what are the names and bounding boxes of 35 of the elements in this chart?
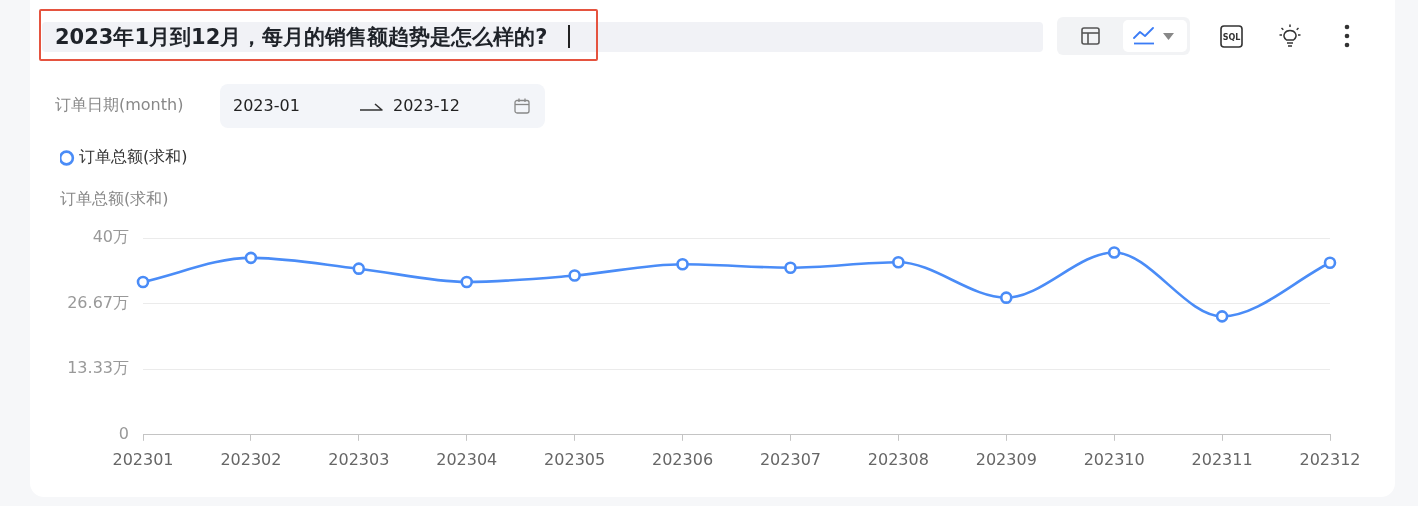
x-tick-label: 202308 xyxy=(867,449,929,469)
x-tick-label: 202311 xyxy=(1191,449,1253,469)
y-tick-label: 13.33万 xyxy=(67,358,129,378)
point xyxy=(460,275,474,289)
x-tick-label: 202304 xyxy=(436,449,498,469)
y-tick-label: 26.67万 xyxy=(67,292,129,312)
point xyxy=(1215,310,1229,323)
y-axis-title: 订单总额(求和) xyxy=(60,188,169,208)
x-tick-label: 202303 xyxy=(328,449,390,469)
point xyxy=(999,291,1013,304)
x-tick-label: 202301 xyxy=(112,449,174,469)
point xyxy=(676,257,689,271)
text: 2023-12 xyxy=(393,95,460,117)
legend-label: 订单总额(求和) xyxy=(79,147,188,167)
x-tick-label: 202309 xyxy=(975,449,1037,469)
chart-title: 2023年1月到12月，每月的销售额趋势是怎么样的? xyxy=(55,24,548,51)
x-tick-label: 202306 xyxy=(652,449,714,469)
x-tick-label: 202305 xyxy=(544,449,606,469)
text: 2023-01 xyxy=(233,95,300,117)
point xyxy=(244,251,258,265)
sql-icon: SQL xyxy=(1220,25,1243,48)
x-tick-label: 202310 xyxy=(1083,449,1145,469)
point xyxy=(892,255,905,269)
point xyxy=(136,275,150,289)
x-tick-label: 202307 xyxy=(759,449,821,469)
x-tick-label: 202312 xyxy=(1299,449,1361,469)
point xyxy=(568,269,581,282)
y-tick-label: 40万 xyxy=(92,227,129,247)
point xyxy=(1107,246,1121,259)
point xyxy=(1323,256,1337,270)
y-tick-label: 0 xyxy=(118,423,129,443)
x-tick-label: 202302 xyxy=(220,449,282,469)
point xyxy=(784,261,797,274)
text: 订单日期(month) xyxy=(55,94,184,116)
point xyxy=(352,262,366,275)
